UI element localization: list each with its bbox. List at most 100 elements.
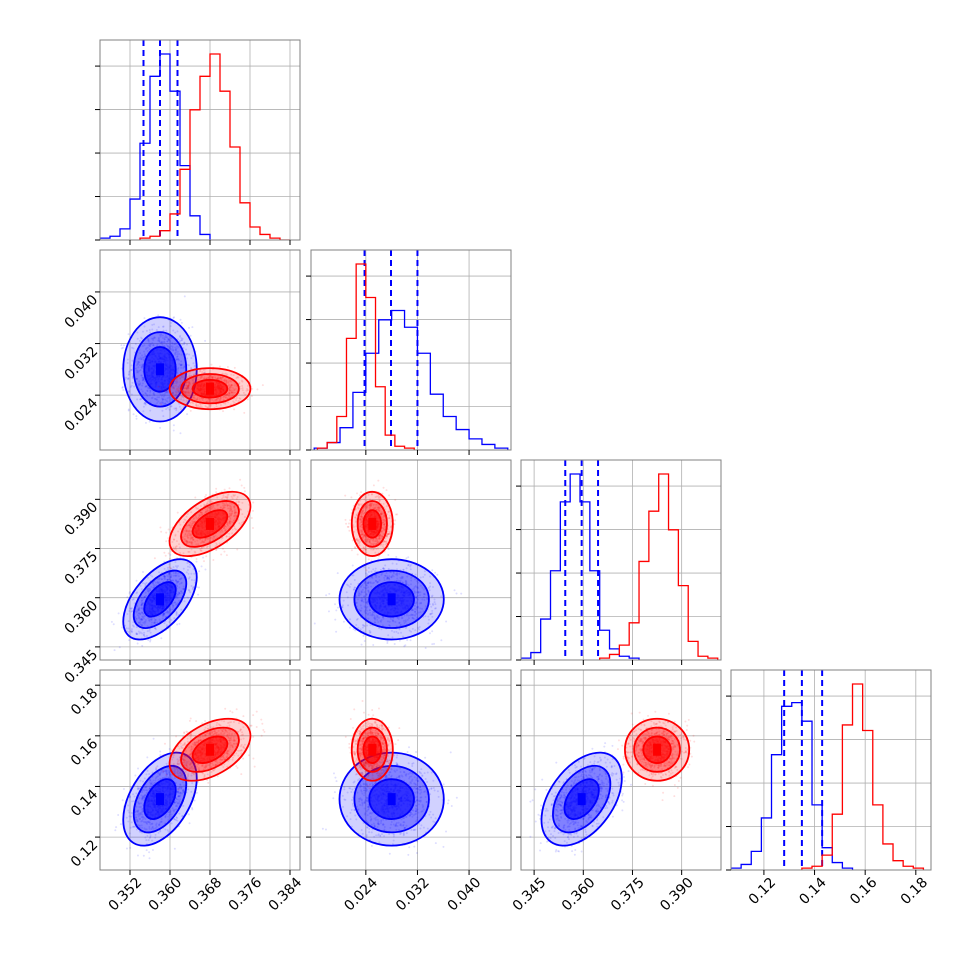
- sample-point: [135, 617, 138, 620]
- sample-point: [184, 527, 187, 530]
- sample-point: [110, 620, 113, 623]
- sample-point: [372, 614, 375, 617]
- sample-point: [397, 579, 400, 582]
- sample-point: [137, 609, 140, 612]
- sample-point: [411, 616, 414, 619]
- sample-point: [414, 610, 417, 613]
- sample-point: [361, 598, 364, 601]
- sample-point: [230, 505, 233, 508]
- sample-point: [189, 538, 192, 541]
- sample-point: [375, 508, 378, 511]
- sample-point: [221, 376, 224, 379]
- sample-point: [217, 377, 220, 380]
- sample-point: [192, 520, 195, 523]
- sample-point: [185, 391, 188, 394]
- sample-point: [336, 606, 339, 609]
- sample-point: [170, 348, 173, 351]
- sample-point: [373, 506, 376, 509]
- sample-point: [165, 391, 168, 394]
- sample-point: [174, 348, 177, 351]
- sample-point: [131, 624, 134, 627]
- sample-point: [132, 625, 135, 628]
- sample-point: [405, 567, 408, 570]
- sample-point: [195, 515, 198, 518]
- sample-point: [205, 546, 208, 549]
- sample-point: [230, 502, 233, 505]
- sample-point: [246, 389, 249, 392]
- sample-point: [187, 577, 190, 580]
- sample-point: [385, 534, 388, 537]
- sample-point: [365, 607, 368, 610]
- sample-point: [135, 377, 138, 380]
- sample-point: [233, 505, 236, 508]
- sample-point: [175, 579, 178, 582]
- sample-point: [160, 332, 163, 335]
- sample-point: [168, 348, 171, 351]
- sample-point: [176, 345, 179, 348]
- sample-point: [418, 602, 421, 605]
- sample-point: [171, 346, 174, 349]
- sample-point: [364, 548, 367, 551]
- sample-point: [148, 328, 151, 331]
- sample-point: [143, 596, 146, 599]
- sample-point: [134, 342, 137, 345]
- sample-point: [357, 594, 360, 597]
- sample-point: [128, 370, 131, 373]
- sample-point: [179, 364, 182, 367]
- sample-point: [177, 391, 180, 394]
- sample-point: [204, 405, 207, 408]
- sample-point: [121, 386, 124, 389]
- sample-point: [172, 546, 175, 549]
- sample-point: [232, 521, 235, 524]
- sample-point: [395, 568, 398, 571]
- sample-point: [158, 396, 161, 399]
- sample-point: [124, 624, 127, 627]
- sample-point: [176, 387, 179, 390]
- sample-point: [389, 571, 392, 574]
- sample-point: [155, 329, 158, 332]
- sample-point: [418, 594, 421, 597]
- sample-point: [199, 403, 202, 406]
- sample-point: [207, 406, 210, 409]
- sample-point: [404, 619, 407, 622]
- sample-point: [352, 574, 355, 577]
- sample-point: [174, 352, 177, 355]
- sample-point: [210, 375, 213, 378]
- sample-point: [166, 566, 169, 569]
- sample-point: [223, 380, 226, 383]
- sample-point: [364, 606, 367, 609]
- sample-point: [216, 503, 219, 506]
- sample-point: [194, 551, 197, 554]
- sample-point: [350, 549, 353, 552]
- sample-point: [143, 378, 146, 381]
- sample-point: [191, 522, 194, 525]
- sample-point: [198, 515, 201, 518]
- sample-point: [409, 639, 412, 642]
- sample-point: [177, 358, 180, 361]
- sample-point: [217, 376, 220, 379]
- sample-point: [159, 526, 162, 529]
- sample-point: [166, 574, 169, 577]
- sample-point: [166, 400, 169, 403]
- sample-point: [162, 612, 165, 615]
- peak-marker: [206, 517, 214, 530]
- sample-point: [161, 343, 164, 346]
- sample-point: [141, 379, 144, 382]
- sample-point: [169, 347, 172, 350]
- sample-point: [126, 358, 129, 361]
- sample-point: [211, 376, 214, 379]
- sample-point: [193, 365, 196, 368]
- sample-point: [171, 608, 174, 611]
- sample-point: [186, 536, 189, 539]
- sample-point: [175, 347, 178, 350]
- sample-point: [225, 496, 228, 499]
- sample-point: [237, 376, 240, 379]
- sample-point: [190, 541, 193, 544]
- sample-point: [175, 391, 178, 394]
- sample-point: [154, 627, 157, 630]
- sample-point: [362, 586, 365, 589]
- sample-point: [203, 376, 206, 379]
- sample-point: [130, 631, 133, 634]
- sample-point: [224, 529, 227, 532]
- sample-point: [188, 589, 191, 592]
